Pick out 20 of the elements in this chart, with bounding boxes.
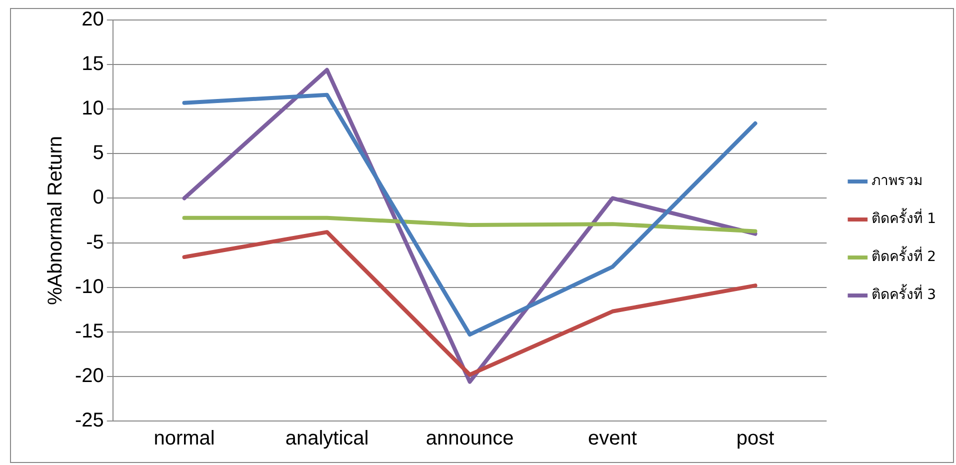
- legend-label: ติดครั้งที่ 3: [872, 284, 936, 304]
- y-axis-title: %Abnormal Return: [44, 136, 67, 305]
- y-tick-label: -10: [75, 276, 104, 298]
- y-tick-label: 15: [82, 53, 104, 76]
- x-tick-label: announce: [426, 428, 514, 450]
- x-tick-label: event: [588, 428, 638, 450]
- y-tick-label: -25: [75, 410, 104, 432]
- x-tick-label: post: [736, 428, 775, 450]
- y-tick-label: 20: [82, 8, 104, 31]
- legend-label: ภาพรวม: [872, 173, 923, 190]
- y-tick-label: -20: [75, 364, 104, 387]
- legend-label: ติดครั้งที่ 1: [872, 208, 936, 228]
- y-tick-label: 5: [92, 142, 104, 164]
- legend-label: ติดครั้งที่ 2: [872, 246, 936, 266]
- y-tick-label: -15: [75, 320, 104, 342]
- y-tick-label: 10: [82, 98, 104, 120]
- x-tick-label: analytical: [285, 428, 369, 450]
- x-tick-label: normal: [154, 428, 215, 450]
- y-tick-label: -5: [86, 231, 104, 254]
- y-tick-label: 0: [92, 186, 104, 209]
